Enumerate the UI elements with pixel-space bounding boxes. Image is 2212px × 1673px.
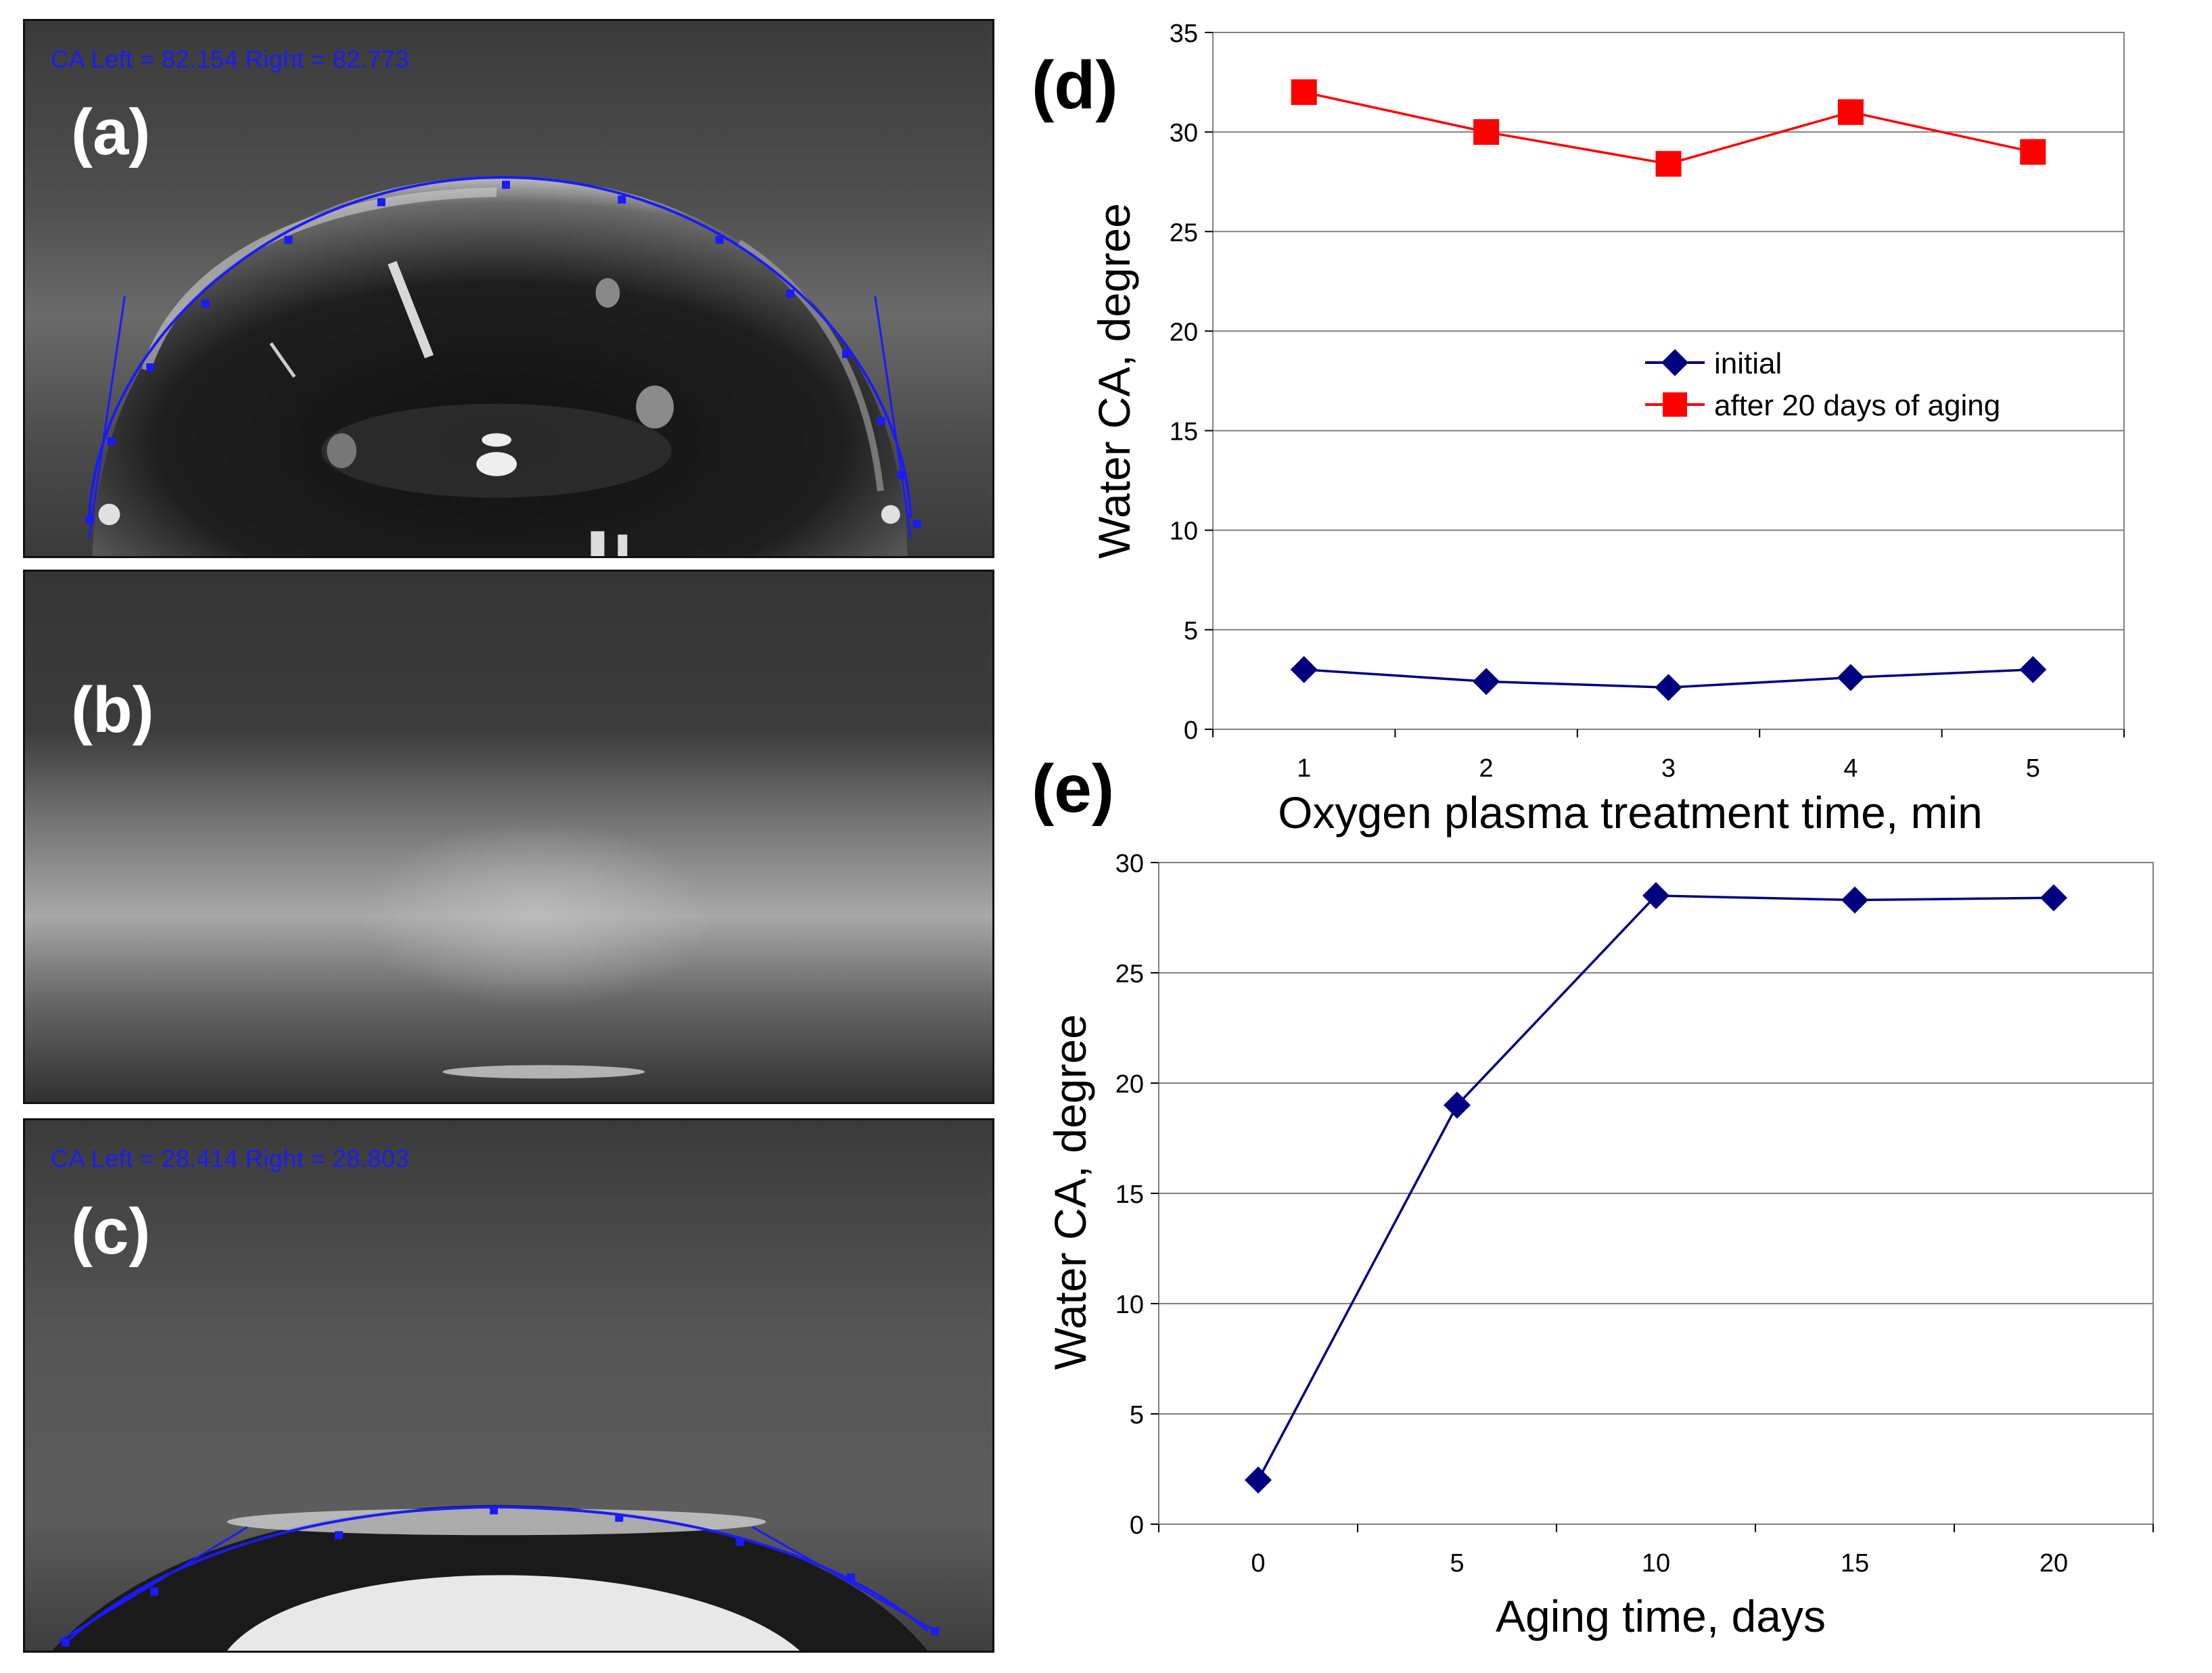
legend-initial-marker xyxy=(1661,349,1688,376)
e-data-point xyxy=(1444,1091,1471,1119)
d-data-point xyxy=(1655,674,1682,702)
e-data-point xyxy=(1245,1466,1272,1494)
e-x-tick-label: 5 xyxy=(1450,1549,1464,1578)
e-y-tick-label: 20 xyxy=(1115,1070,1144,1099)
e-data-point xyxy=(2040,884,2067,912)
chart-e-x-ticks: 0 5 10 15 20 xyxy=(1158,1524,2154,1578)
d-data-point xyxy=(1290,656,1318,683)
e-x-tick-label: 20 xyxy=(2040,1549,2068,1578)
droplet-image-b xyxy=(25,572,992,1102)
d-y-tick-label: 5 xyxy=(1184,617,1198,645)
d-data-point xyxy=(1291,79,1317,106)
panel-label-e: (e) xyxy=(1032,751,1114,827)
d-data-point xyxy=(2020,139,2046,165)
d-data-point xyxy=(2019,656,2047,683)
chart-d-plot-frame xyxy=(1212,32,2125,730)
photo-panel-a: CA Left = 82.154 Right = 82.773 (a) xyxy=(23,19,994,558)
e-x-tick-label: 0 xyxy=(1251,1549,1265,1578)
e-x-tick-label: 15 xyxy=(1841,1549,1869,1578)
chart-d-y-ticks: 0 5 10 15 20 25 30 35 xyxy=(1170,20,1213,745)
d-y-tick-label: 10 xyxy=(1170,518,1198,546)
e-y-tick-label: 30 xyxy=(1115,850,1144,878)
legend-aged-label: after 20 days of aging xyxy=(1714,389,2000,422)
droplet-image-a xyxy=(25,21,992,556)
e-y-tick-label: 10 xyxy=(1115,1291,1144,1319)
d-x-tick-label: 2 xyxy=(1479,754,1494,783)
chart-d-series xyxy=(1290,79,2047,702)
contact-angle-readout-a: CA Left = 82.154 Right = 82.773 xyxy=(51,45,409,73)
d-data-point xyxy=(1473,119,1500,145)
e-y-tick-label: 25 xyxy=(1115,960,1144,988)
panel-label-d: (d) xyxy=(1032,47,1118,123)
e-y-tick-label: 0 xyxy=(1130,1511,1144,1540)
chart-d: (d) 0 5 10 15 20 25 30 35 1 2 3 4 5 Water CA, degre… xyxy=(1032,20,2125,838)
chart-e-x-axis-label: Aging time, days xyxy=(1496,1591,1826,1641)
panel-label-b: (b) xyxy=(71,674,154,746)
chart-e-series xyxy=(1245,881,2067,1494)
chart-d-x-axis-label: Oxygen plasma treatment time, min xyxy=(1278,787,1983,838)
e-data-point xyxy=(1642,881,1669,909)
d-y-tick-label: 25 xyxy=(1170,219,1198,247)
e-x-tick-label: 10 xyxy=(1642,1549,1670,1578)
d-y-tick-label: 20 xyxy=(1170,318,1198,346)
e-y-tick-label: 5 xyxy=(1130,1401,1144,1429)
legend-initial-label: initial xyxy=(1714,347,1782,380)
chart-d-x-ticks: 1 2 3 4 5 xyxy=(1212,729,2125,783)
panel-label-c: (c) xyxy=(71,1195,151,1268)
chart-e-y-axis-label: Water CA, degree xyxy=(1045,1014,1095,1370)
d-data-point xyxy=(1655,151,1682,177)
e-data-point xyxy=(1841,886,1868,914)
d-x-tick-label: 1 xyxy=(1297,754,1311,783)
d-x-tick-label: 3 xyxy=(1661,754,1676,783)
chart-e-gridlines xyxy=(1159,972,2153,1415)
legend-aged-marker xyxy=(1663,392,1687,417)
e-series-line-0 xyxy=(1257,894,2054,1481)
d-data-point xyxy=(1837,664,1864,691)
chart-e-y-ticks: 0 5 10 15 20 25 30 xyxy=(1115,850,1159,1540)
droplet-image-c xyxy=(25,1120,992,1651)
d-data-point xyxy=(1837,99,1864,125)
d-y-tick-label: 35 xyxy=(1170,20,1198,48)
d-x-tick-label: 4 xyxy=(1843,754,1858,783)
d-y-tick-label: 30 xyxy=(1170,119,1198,147)
chart-d-legend: initial after 20 days of aging xyxy=(1645,347,2000,422)
contact-angle-readout-c: CA Left = 28.414 Right = 28.803 xyxy=(51,1145,409,1172)
e-y-tick-label: 15 xyxy=(1115,1181,1144,1209)
d-x-tick-label: 5 xyxy=(2026,754,2040,783)
chart-d-gridlines xyxy=(1213,131,2124,631)
photo-panel-b: (b) xyxy=(23,570,994,1104)
panel-label-a: (a) xyxy=(71,96,151,168)
d-y-tick-label: 15 xyxy=(1170,418,1198,446)
d-y-tick-label: 0 xyxy=(1184,716,1198,745)
photo-panel-c: CA Left = 28.414 Right = 28.803 (c) xyxy=(23,1118,994,1653)
d-data-point xyxy=(1473,668,1500,695)
chart-d-y-axis-label: Water CA, degree xyxy=(1089,203,1139,559)
